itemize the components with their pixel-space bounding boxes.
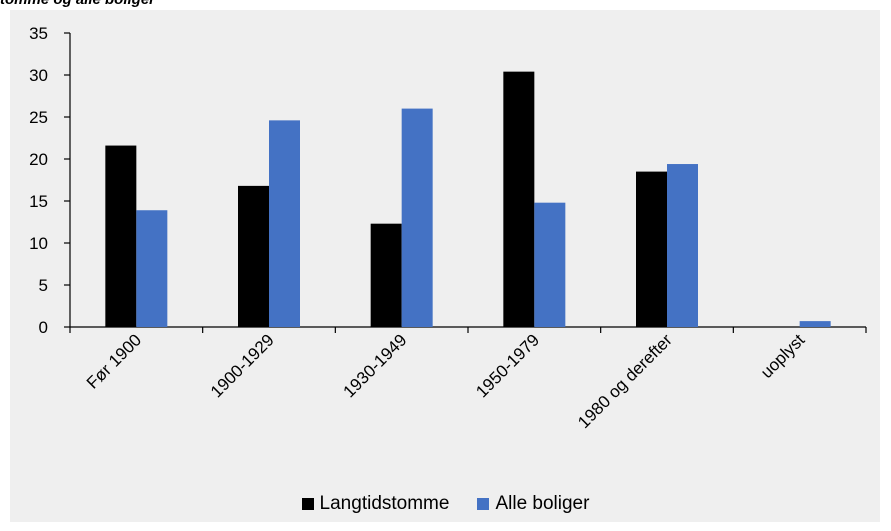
y-tick-label: 25 <box>29 108 48 127</box>
chart-caption: tomme og alle boliger <box>0 0 891 9</box>
bar-alle-boliger <box>667 164 698 327</box>
y-tick-label: 5 <box>39 276 48 295</box>
legend-item-langtidstomme: Langtidstomme <box>301 493 450 515</box>
y-tick-label: 30 <box>29 66 48 85</box>
bar-langtidstomme <box>503 71 535 327</box>
legend-swatch-langtidstomme <box>301 498 314 510</box>
bar-langtidstomme <box>105 145 137 327</box>
bar-langtidstomme <box>238 185 269 327</box>
y-tick-label: 20 <box>29 150 48 169</box>
x-tick-label: 1900-1929 <box>207 330 278 401</box>
legend-label-langtidstomme: Langtidstomme <box>319 493 450 514</box>
axes <box>64 32 867 333</box>
y-tick-label: 15 <box>29 192 48 211</box>
legend-label-alle-boliger: Alle boliger <box>495 493 590 514</box>
x-tick-label: 1980 og derefter <box>574 330 676 432</box>
legend-item-alle-boliger: Alle boliger <box>477 493 589 515</box>
bar-alle-boliger <box>136 210 168 327</box>
bar-langtidstomme <box>370 223 402 327</box>
x-tick-label: uoplyst <box>757 330 809 382</box>
bar-langtidstomme <box>636 171 667 327</box>
bar-alle-boliger <box>799 321 831 327</box>
x-tick-label: Før 1900 <box>83 330 145 392</box>
y-tick-label: 10 <box>29 234 48 253</box>
legend-swatch-alle-boliger <box>477 498 490 510</box>
legend: Langtidstomme Alle boliger <box>0 492 891 516</box>
bar-alle-boliger <box>269 120 300 327</box>
bar-alle-boliger <box>401 108 433 327</box>
x-tick-label: 1930-1949 <box>340 330 411 401</box>
y-tick-label: 0 <box>39 318 48 337</box>
bar-alle-boliger <box>534 202 566 327</box>
x-tick-label: 1950-1979 <box>472 330 543 401</box>
y-tick-label: 35 <box>29 24 48 43</box>
bars <box>105 71 831 327</box>
